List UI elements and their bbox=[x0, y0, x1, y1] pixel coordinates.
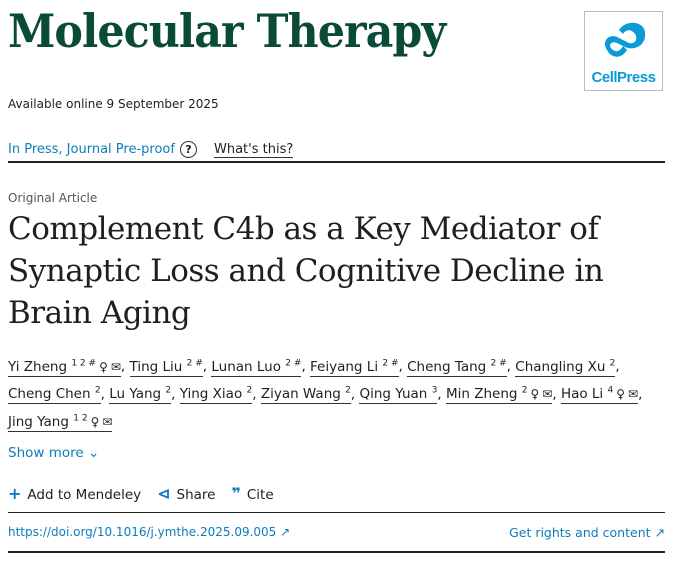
affiliation-sup: 2 # bbox=[382, 358, 399, 368]
author-link[interactable]: Feiyang Li 2 # bbox=[310, 358, 399, 377]
author-link[interactable]: Cheng Chen 2 bbox=[8, 386, 101, 404]
whats-this-link[interactable]: What's this? bbox=[214, 142, 294, 158]
divider bbox=[8, 512, 665, 513]
author-link[interactable]: Jing Yang 1 2 ♀ ✉ bbox=[8, 413, 113, 432]
author-link[interactable]: Ting Liu 2 # bbox=[129, 358, 203, 377]
author-name: Ying Xiao bbox=[179, 386, 243, 402]
author-link[interactable]: Lunan Luo 2 # bbox=[211, 358, 302, 377]
author-list: Yi Zheng 1 2 # ♀ ✉, Ting Liu 2 #, Lunan Lu… bbox=[8, 351, 668, 434]
affiliation-sup: 2 bbox=[94, 385, 101, 396]
author-name: Ziyan Wang bbox=[260, 386, 341, 402]
affiliation-sup: 2 bbox=[609, 358, 616, 368]
cellpress-logo[interactable]: CellPress bbox=[584, 11, 663, 91]
author-link[interactable]: Changling Xu 2 bbox=[515, 358, 616, 377]
author-name: Jing Yang bbox=[8, 413, 69, 430]
share-label: Share bbox=[176, 487, 216, 503]
author-link[interactable]: Min Zheng 2 ♀ ✉ bbox=[445, 385, 553, 404]
divider bbox=[8, 551, 665, 553]
affiliation-sup: 2 bbox=[165, 385, 172, 396]
share-button[interactable]: ⊲ Share bbox=[157, 484, 215, 503]
email-icon: ✉ bbox=[628, 387, 639, 401]
affiliation-sup: 2 # bbox=[285, 358, 302, 368]
article-type: Original Article bbox=[8, 191, 98, 205]
author-name: Lu Yang bbox=[109, 386, 162, 402]
affiliation-sup: 2 # bbox=[186, 358, 203, 368]
action-bar: + Add to Mendeley ⊲ Share ❞ Cite bbox=[8, 484, 274, 503]
cite-label: Cite bbox=[246, 487, 274, 503]
author-link[interactable]: Lu Yang 2 bbox=[109, 385, 172, 404]
cite-button[interactable]: ❞ Cite bbox=[231, 484, 273, 503]
author-link[interactable]: Qing Yuan 3 bbox=[359, 385, 438, 404]
add-to-mendeley-button[interactable]: + Add to Mendeley bbox=[8, 484, 141, 503]
divider bbox=[8, 161, 665, 163]
person-icon: ♀ bbox=[530, 387, 540, 401]
rights-link[interactable]: Get rights and content ↗ bbox=[509, 525, 665, 540]
press-status-link[interactable]: In Press, Journal Pre-proof bbox=[8, 142, 175, 157]
external-link-icon: ↗ bbox=[280, 525, 291, 539]
author-name: Changling Xu bbox=[515, 358, 606, 375]
affiliation-sup: 1 2 bbox=[73, 413, 88, 423]
email-icon: ✉ bbox=[110, 359, 121, 374]
chevron-down-icon: ⌄ bbox=[87, 445, 100, 461]
author-link[interactable]: Ying Xiao 2 bbox=[179, 385, 253, 404]
email-icon: ✉ bbox=[542, 387, 553, 401]
affiliation-sup: 1 2 # bbox=[71, 358, 97, 368]
quote-icon: ❞ bbox=[231, 484, 241, 503]
mendeley-label: Add to Mendeley bbox=[27, 487, 142, 503]
author-link[interactable]: Ziyan Wang 2 bbox=[260, 385, 351, 404]
affiliation-sup: 2 bbox=[246, 385, 253, 396]
person-icon: ♀ bbox=[99, 359, 108, 374]
plus-icon: + bbox=[8, 484, 22, 503]
author-name: Qing Yuan bbox=[359, 386, 428, 402]
external-link-icon: ↗ bbox=[654, 525, 665, 540]
email-icon: ✉ bbox=[102, 414, 113, 429]
cellpress-logo-text: CellPress bbox=[591, 69, 656, 86]
author-name: Cheng Chen bbox=[8, 386, 91, 402]
affiliation-sup: 2 bbox=[345, 385, 351, 396]
affiliation-sup: 4 bbox=[607, 385, 614, 396]
person-icon: ♀ bbox=[616, 387, 626, 401]
author-name: Hao Li bbox=[560, 386, 604, 402]
author-name: Yi Zheng bbox=[8, 358, 68, 375]
author-name: Ting Liu bbox=[129, 358, 183, 375]
affiliation-sup: 2 bbox=[521, 385, 528, 396]
author-name: Feiyang Li bbox=[310, 358, 379, 375]
available-date: Available online 9 September 2025 bbox=[8, 97, 219, 111]
author-link[interactable]: Hao Li 4 ♀ ✉ bbox=[560, 385, 639, 404]
help-icon[interactable]: ? bbox=[180, 141, 197, 158]
author-name: Cheng Tang bbox=[407, 358, 487, 375]
author-name: Min Zheng bbox=[445, 386, 518, 402]
rights-text: Get rights and content bbox=[509, 525, 651, 540]
doi-link[interactable]: https://doi.org/10.1016/j.ymthe.2025.09.… bbox=[8, 525, 290, 539]
affiliation-sup: 2 # bbox=[490, 358, 507, 368]
article-title: Complement C4b as a Key Mediator of Syna… bbox=[8, 211, 604, 331]
person-icon: ♀ bbox=[90, 414, 100, 429]
show-more-label: Show more bbox=[8, 445, 84, 461]
cellpress-logo-icon bbox=[604, 22, 646, 57]
author-name: Lunan Luo bbox=[211, 358, 281, 375]
show-more-button[interactable]: Show more ⌄ bbox=[8, 445, 99, 461]
author-link[interactable]: Cheng Tang 2 # bbox=[407, 358, 507, 377]
doi-text: https://doi.org/10.1016/j.ymthe.2025.09.… bbox=[8, 525, 277, 539]
share-icon: ⊲ bbox=[157, 484, 171, 503]
journal-title[interactable]: Molecular Therapy bbox=[8, 4, 446, 58]
author-link[interactable]: Yi Zheng 1 2 # ♀ ✉ bbox=[8, 358, 121, 377]
affiliation-sup: 3 bbox=[431, 385, 438, 396]
